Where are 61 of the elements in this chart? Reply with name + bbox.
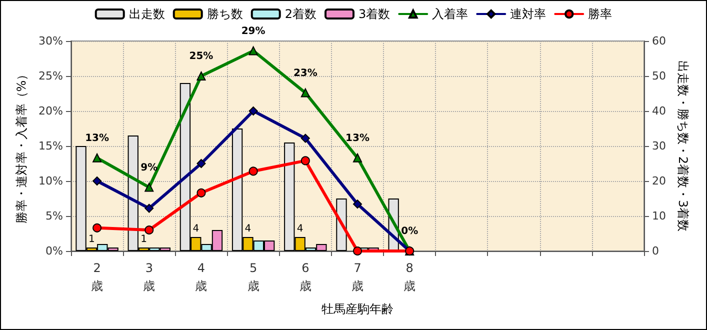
x-tick-label: 2 歳 bbox=[91, 261, 104, 293]
data-label: 1 bbox=[88, 234, 95, 245]
data-label: 1 bbox=[140, 234, 147, 245]
point bbox=[92, 176, 102, 186]
data-label: 9% bbox=[140, 162, 158, 174]
data-label: 25% bbox=[189, 51, 214, 62]
x-tick-label: 6 歳 bbox=[299, 261, 312, 293]
y-tick-label: 10% bbox=[38, 174, 63, 188]
y2-tick-label: 30 bbox=[652, 140, 666, 152]
legend-label: 勝ち数 bbox=[206, 7, 243, 21]
data-label: 4 bbox=[244, 224, 252, 234]
legend-label: 2着数 bbox=[284, 7, 317, 21]
x-tick-label: 7 歳 bbox=[352, 261, 364, 293]
y2-tick-label: 10 bbox=[652, 210, 666, 222]
data-label: 4 bbox=[296, 224, 304, 234]
y2-axis-title: 出走数・勝ち数・2着数・3着数 bbox=[676, 60, 690, 232]
legend-label: 勝率 bbox=[588, 7, 612, 21]
legend-label: 出走数 bbox=[128, 7, 165, 21]
data-label: 13% bbox=[85, 132, 110, 144]
point bbox=[196, 72, 206, 80]
y2-tick-label: 60 bbox=[652, 34, 666, 48]
x-tick-label: 5 歳 bbox=[247, 261, 260, 293]
point bbox=[300, 156, 310, 166]
point bbox=[92, 153, 102, 162]
point bbox=[353, 153, 362, 162]
point bbox=[353, 200, 362, 209]
point bbox=[144, 226, 154, 234]
point bbox=[196, 159, 206, 168]
point bbox=[248, 46, 258, 56]
data-label: 13% bbox=[346, 132, 370, 144]
point bbox=[248, 166, 258, 176]
x-tick-label: 8 歳 bbox=[404, 261, 416, 293]
y-tick-label: 0% bbox=[46, 244, 63, 258]
y2-tick-label: 50 bbox=[652, 70, 666, 82]
point bbox=[300, 134, 310, 143]
y-axis-title: 勝率・連対率・入着率（%） bbox=[14, 68, 29, 224]
y-tick-label: 30% bbox=[38, 34, 63, 48]
y-tick-label: 20% bbox=[38, 104, 63, 118]
y2-tick-label: 20 bbox=[652, 174, 666, 188]
data-label: 0% bbox=[401, 226, 418, 237]
point bbox=[248, 106, 258, 116]
y-tick-label: 25% bbox=[38, 70, 63, 82]
x-tick-label: 3 歳 bbox=[143, 261, 156, 293]
point bbox=[144, 204, 154, 213]
y-tick-label: 15% bbox=[38, 140, 63, 152]
legend-label: 入着率 bbox=[432, 7, 468, 21]
data-label: 4 bbox=[192, 224, 200, 234]
data-label: 29% bbox=[241, 26, 266, 37]
y2-tick-label: 40 bbox=[652, 104, 666, 118]
point bbox=[196, 188, 206, 198]
x-tick-label: 4 歳 bbox=[195, 261, 208, 293]
point bbox=[92, 223, 102, 232]
y-tick-label: 5% bbox=[46, 210, 63, 222]
legend-label: 連対率 bbox=[510, 7, 546, 21]
point bbox=[300, 88, 310, 98]
x-axis-title: 牡馬産駒年齢 bbox=[322, 302, 394, 316]
legend-label: 3着数 bbox=[358, 7, 390, 21]
point bbox=[353, 246, 362, 256]
data-label: 23% bbox=[293, 68, 318, 79]
point bbox=[144, 182, 154, 192]
y2-tick-label: 0 bbox=[652, 244, 659, 258]
